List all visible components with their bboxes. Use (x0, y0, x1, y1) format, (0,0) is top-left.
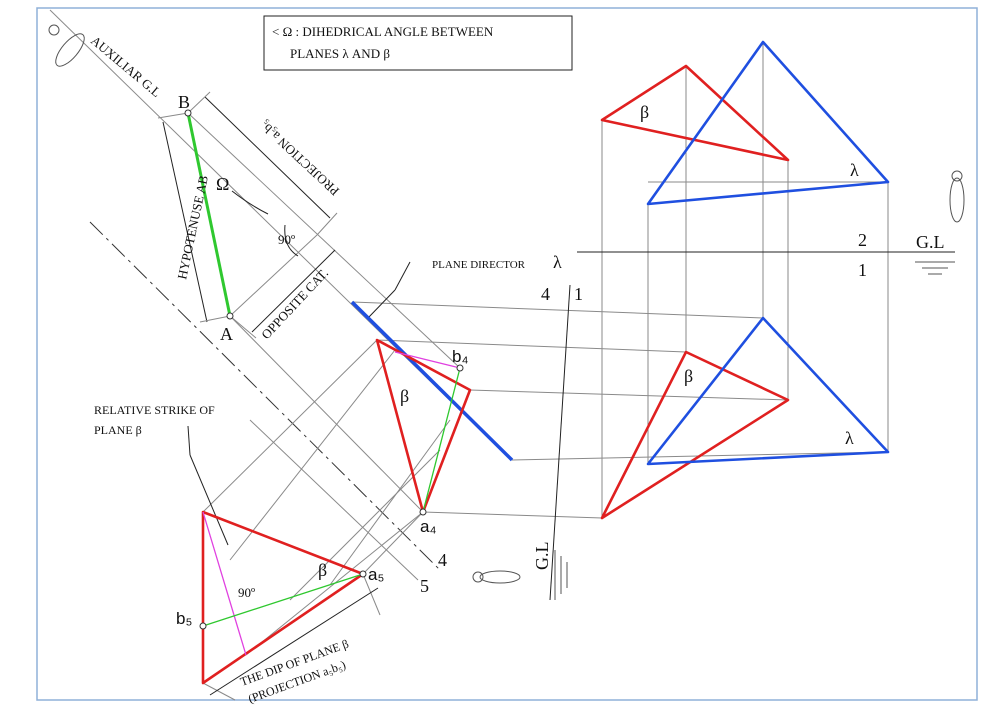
label: 1 (574, 284, 583, 304)
label: β (684, 366, 693, 386)
label: A (220, 324, 233, 344)
title: PLANES λ AND β (290, 46, 390, 61)
label: λ (845, 428, 854, 448)
title: < Ω : DIHEDRICAL ANGLE BETWEEN (272, 24, 494, 39)
diagram: < Ω : DIHEDRICAL ANGLE BETWEEN PLANES λ … (0, 0, 993, 709)
label: b₅ (176, 609, 192, 628)
label: λ (553, 252, 562, 272)
label: PLANE β (94, 423, 142, 437)
label: 90º (238, 585, 255, 600)
shapes (49, 25, 964, 683)
label: 2 (858, 230, 867, 250)
label: OPPOSITE CAT. (258, 265, 331, 342)
label: G.L (916, 232, 945, 252)
label: PLANE DIRECTOR (432, 259, 526, 271)
label: b₄ (452, 347, 468, 366)
label: AUXILIAR G.L (88, 33, 164, 100)
label: β (318, 560, 327, 580)
label: 1 (858, 260, 867, 280)
label: B (178, 92, 190, 112)
label: a₅ (368, 565, 384, 584)
label: HYPOTENUSE AB (174, 174, 211, 281)
label: β (400, 386, 409, 406)
label: β (640, 102, 649, 122)
label: a₄ (420, 517, 436, 536)
label: RELATIVE STRIKE OF (94, 403, 215, 417)
label: G.L (532, 542, 552, 571)
label: 4 (541, 284, 550, 304)
labels: AUXILIAR G.L B A Ω 90º HYPOTENUSE AB PRO… (88, 33, 944, 706)
label: λ (850, 160, 859, 180)
label: 4 (438, 550, 447, 570)
label: 5 (420, 576, 429, 596)
label: PROJECTION a₅b₅ (257, 118, 342, 199)
label: 90º (278, 232, 295, 247)
label: Ω (216, 174, 229, 194)
